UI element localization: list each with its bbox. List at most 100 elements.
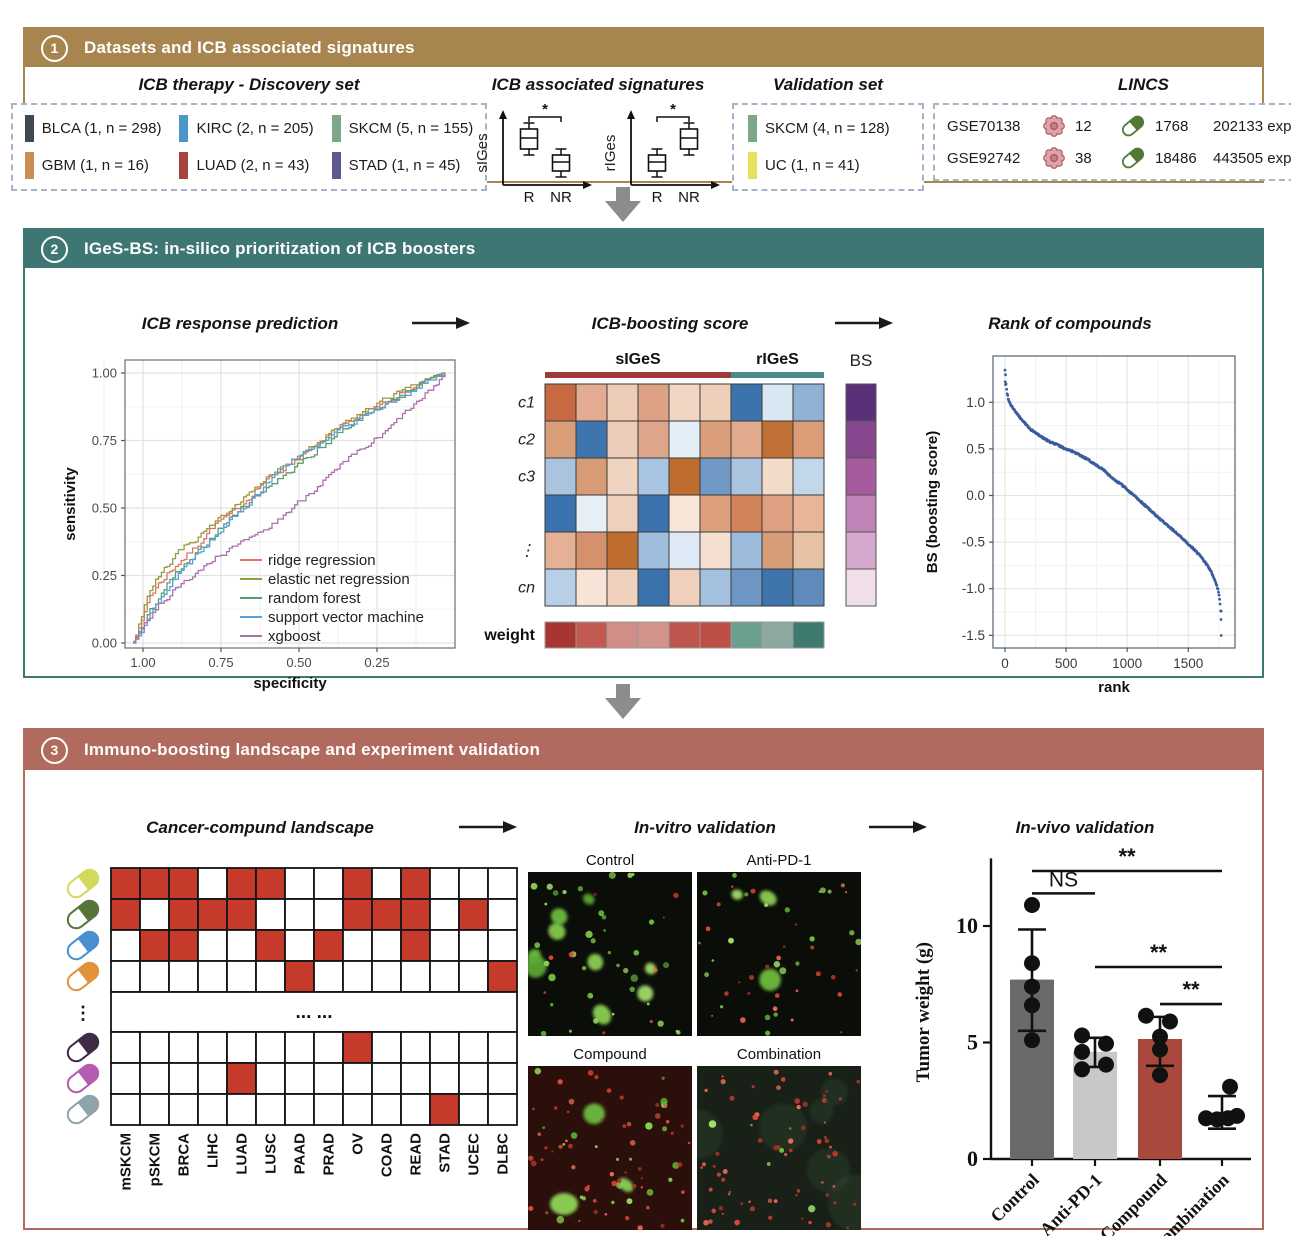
landscape-cell <box>371 1093 402 1126</box>
landscape-ellipsis: ... ... <box>296 1002 333 1023</box>
panel3-header: 3 Immuno-boosting landscape and experime… <box>25 730 1262 770</box>
microscopy-grid: Control Anti-PD-1 Compound Combination <box>528 852 861 1230</box>
legend-label: LUAD (2, n = 43) <box>196 157 310 174</box>
heatmap-cell <box>730 568 763 607</box>
invivo-xlabel-anti-pd-1: Anti-PD-1 <box>1036 1170 1106 1236</box>
heatmap-group-label-siges: sIGeS <box>615 351 661 368</box>
microscopy-title: Combination <box>736 1046 822 1063</box>
rank-ytick: 0.5 <box>966 441 985 456</box>
heatmap-cell <box>792 457 825 496</box>
weight-cell <box>606 621 639 649</box>
weight-cell <box>668 621 701 649</box>
cell-icon <box>1043 147 1065 169</box>
cancer-type-label: PAAD <box>292 1133 309 1175</box>
landscape-cell <box>487 960 518 993</box>
legend-swatch <box>179 115 189 142</box>
cancer-type-label: STAD <box>437 1133 454 1173</box>
heatmap-cell <box>637 383 670 422</box>
legend-swatch <box>331 115 341 142</box>
panel2-number-badge: 2 <box>41 235 68 263</box>
compound-pill-icon <box>66 899 100 930</box>
pill-icon <box>1121 115 1145 137</box>
legend-label: SKCM (4, n = 128) <box>765 120 890 137</box>
lincs-pill-count: 18486 <box>1155 149 1197 167</box>
roc-ytick: 0.25 <box>92 568 117 583</box>
landscape-cell <box>197 867 228 900</box>
invivo-xlabel-compound: Compound <box>1096 1170 1171 1236</box>
heatmap-cell <box>792 383 825 422</box>
landscape-cell <box>255 1031 286 1064</box>
lincs-cell-count: 12 <box>1075 117 1092 135</box>
landscape-cell <box>487 929 518 962</box>
significance-label: ** <box>1150 940 1168 965</box>
legend-swatch <box>24 115 34 142</box>
cancer-type-label: LUAD <box>234 1133 251 1175</box>
microscopy-title: Control <box>585 852 635 869</box>
heatmap-cell <box>699 494 732 533</box>
landscape-cell <box>168 898 199 931</box>
heatmap-cell <box>792 494 825 533</box>
rank-xtick: 0 <box>1001 656 1009 671</box>
microscopy-image-control <box>528 872 692 1036</box>
landscape-cell <box>458 929 489 962</box>
cancer-type-label: UCEC <box>466 1133 483 1176</box>
invivo-points-compound <box>1138 1007 1178 1084</box>
heatmap-bs-label: BS <box>850 351 873 370</box>
compound-pill-icon <box>66 1032 100 1063</box>
landscape-cell <box>284 1031 315 1064</box>
heatmap-cell <box>668 494 701 533</box>
heatmap-cell <box>761 568 794 607</box>
heatmap-cell <box>668 383 701 422</box>
heatmap-cell <box>637 568 670 607</box>
discovery-set-title: ICB therapy - Discovery set <box>138 75 360 94</box>
landscape-cell <box>139 960 170 993</box>
landscape-cell <box>429 960 460 993</box>
landscape-cell <box>284 867 315 900</box>
heatmap-cell <box>699 531 732 570</box>
landscape-cell <box>255 867 286 900</box>
landscape-cell <box>110 1062 141 1095</box>
arrow-right-2 <box>835 317 893 329</box>
heatmap-cell <box>761 494 794 533</box>
landscape-cell <box>487 1062 518 1095</box>
cancer-type-label: READ <box>408 1133 425 1176</box>
legend-swatch <box>748 152 757 179</box>
landscape-cell <box>255 960 286 993</box>
lincs-gse-id: GSE70138 <box>947 117 1021 135</box>
landscape-cell <box>487 898 518 931</box>
significance-label: ** <box>1182 977 1200 1002</box>
roc-legend-xgboost: xgboost <box>268 628 321 645</box>
panel1-header: 1 Datasets and ICB associated signatures <box>25 29 1262 67</box>
rank-xtick: 1500 <box>1173 656 1203 671</box>
landscape-cell <box>168 1062 199 1095</box>
discovery-set-legend: BLCA (1, n = 298) KIRC (2, n = 205) SKCM (… <box>10 103 488 191</box>
panel1-title: Datasets and ICB associated signatures <box>84 38 415 57</box>
landscape-cell <box>110 960 141 993</box>
rank-ytick: -1.0 <box>962 581 985 596</box>
landscape-cell <box>168 960 199 993</box>
heatmap-cell <box>699 383 732 422</box>
cancer-type-label: LIHC <box>205 1133 222 1168</box>
panel2-title: IGeS-BS: in-silico prioritization of ICB… <box>84 239 476 258</box>
legend-item: STAD (1, n = 45) <box>331 152 474 179</box>
significance-label: ** <box>1118 844 1136 869</box>
cancer-type-label: COAD <box>379 1133 396 1177</box>
tick-label-NR: NR <box>550 189 572 206</box>
bs-cell <box>845 531 877 570</box>
heatmap-cell <box>544 531 577 570</box>
roc-legend-random-forest: random forest <box>268 590 361 607</box>
landscape-cell <box>255 1062 286 1095</box>
signature-boxplots: * R NR sIGes * R NR rIGes <box>473 103 723 207</box>
heatmap-cell <box>668 568 701 607</box>
heatmap-cell <box>575 457 608 496</box>
heatmap-cell <box>699 457 732 496</box>
heatmap-cell <box>544 494 577 533</box>
landscape-cell <box>313 1093 344 1126</box>
landscape-cell <box>371 929 402 962</box>
landscape-cell <box>284 898 315 931</box>
weight-cell <box>637 621 670 649</box>
lincs-row: GSE92742 38 18486 443505 expression <box>947 144 1291 172</box>
roc-ytick: 0.00 <box>92 636 117 651</box>
heatmap-cell <box>761 420 794 459</box>
